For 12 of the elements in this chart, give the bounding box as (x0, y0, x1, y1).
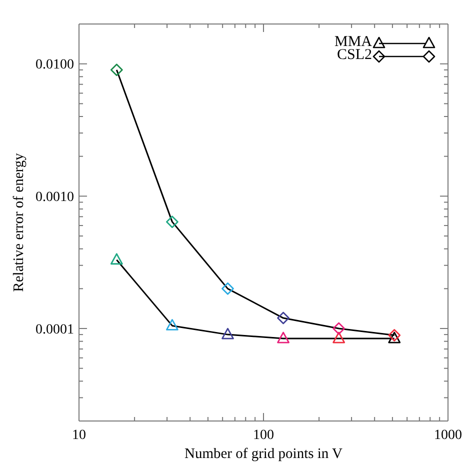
y-tick-label: 0.0010 (36, 190, 74, 206)
x-tick-label: 1000 (434, 428, 462, 443)
y-tick-label: 0.0100 (36, 58, 74, 73)
y-tick-label: 0.0001 (36, 322, 74, 338)
x-tick-label: 10 (72, 428, 86, 443)
x-axis-title: Number of grid points in V (184, 446, 344, 462)
point (388, 332, 401, 344)
y-axis-title: Relative error of energy (11, 152, 28, 292)
legend-label: CSL2 (336, 47, 372, 63)
legend-label: MMA (334, 34, 372, 50)
x-tick-label: 100 (253, 428, 274, 443)
point (110, 64, 123, 76)
